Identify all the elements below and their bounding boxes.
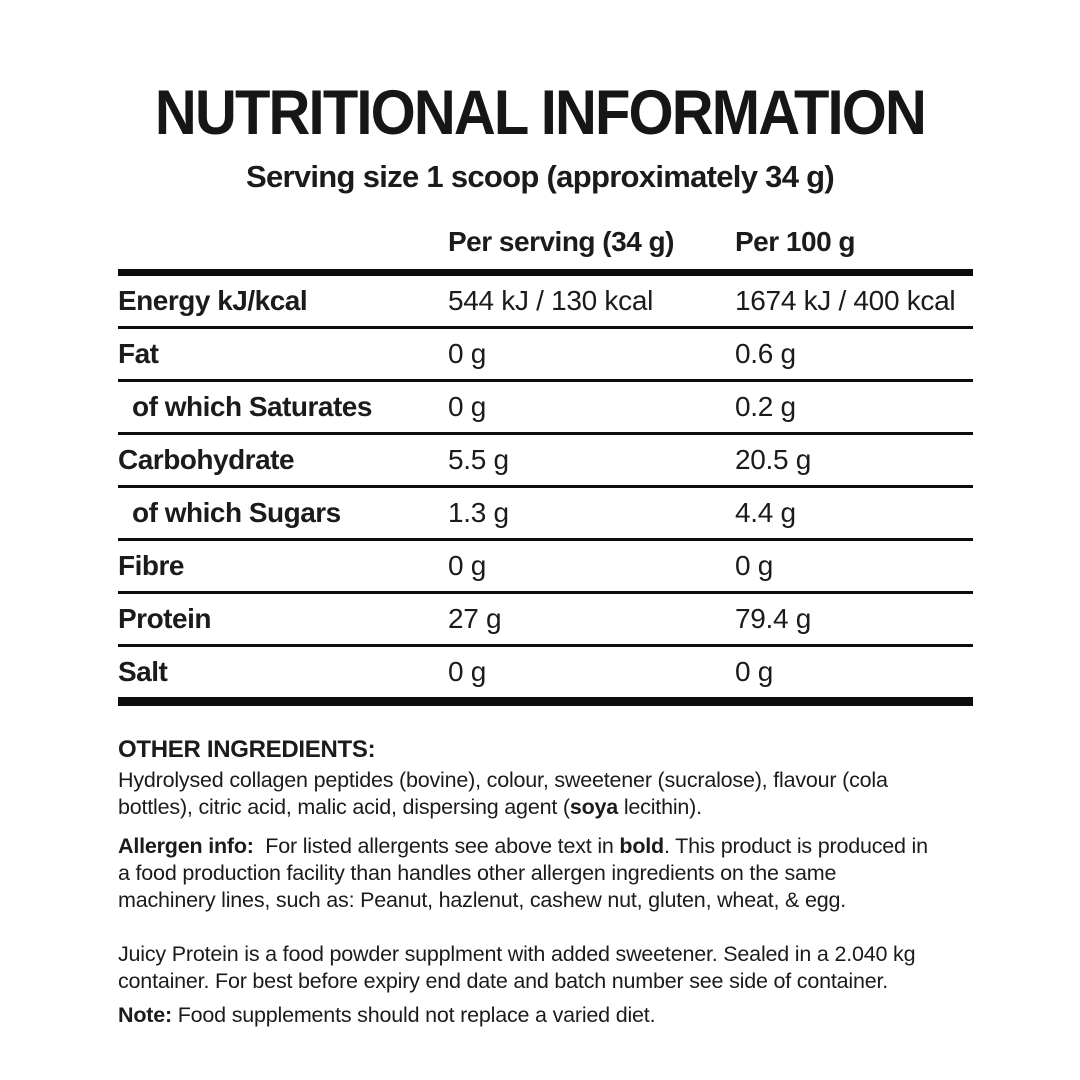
- product-info-text: Juicy Protein is a food powder supplment…: [118, 941, 1020, 995]
- ingredients-text-part2: lecithin).: [618, 795, 702, 819]
- allergen-info-label: Allergen info:: [118, 834, 254, 858]
- ingredients-text-part1: Hydrolysed collagen peptides (bovine), c…: [118, 768, 888, 819]
- col-header-per-serving: Per serving (34 g): [448, 226, 674, 257]
- serving-size-line: Serving size 1 scoop (approximately 34 g…: [245, 159, 835, 194]
- col-header-per-100g: Per 100 g: [735, 226, 856, 257]
- row-value-per-100g: 0.6 g: [735, 338, 796, 369]
- row-label: Energy kJ/kcal: [118, 285, 308, 316]
- other-ingredients-text: Hydrolysed collagen peptides (bovine), c…: [118, 767, 1020, 821]
- allergen-info-text: Allergen info: For listed allergents see…: [118, 833, 1020, 914]
- row-value-per-serving: 0 g: [448, 550, 487, 581]
- row-value-per-serving: 0 g: [448, 338, 487, 369]
- table-row-protein: Protein 27 g 79.4 g: [118, 594, 973, 647]
- table-header-row: Per serving (34 g) Per 100 g: [118, 226, 973, 276]
- row-value-per-100g: 4.4 g: [735, 497, 796, 528]
- row-label: of which Sugars: [132, 497, 341, 528]
- label-text-block: OTHER INGREDIENTS: Hydrolysed collagen p…: [118, 736, 1020, 1029]
- row-value-per-100g: 0 g: [735, 550, 774, 581]
- table-row-fat: Fat 0 g 0.6 g: [118, 329, 973, 382]
- allergen-text-part1: For listed allergents see above text in: [253, 834, 620, 858]
- row-value-per-serving: 0 g: [448, 656, 487, 687]
- product-info-body: Juicy Protein is a food powder supplment…: [118, 942, 916, 993]
- row-value-per-serving: 27 g: [448, 603, 502, 634]
- row-label: Fat: [118, 338, 159, 369]
- row-value-per-100g: 0.2 g: [735, 391, 796, 422]
- allergen-text-part2: . This product is produced in a food pro…: [118, 834, 928, 912]
- ingredients-bold-word: soya: [569, 795, 619, 819]
- row-value-per-100g: 1674 kJ / 400 kcal: [735, 285, 956, 316]
- row-value-per-100g: 79.4 g: [735, 603, 812, 634]
- row-label: Protein: [118, 603, 211, 634]
- row-value-per-serving: 0 g: [448, 391, 487, 422]
- nutrition-table: Per serving (34 g) Per 100 g Energy kJ/k…: [118, 226, 973, 706]
- row-value-per-100g: 20.5 g: [735, 444, 812, 475]
- row-label: Fibre: [118, 550, 184, 581]
- row-label: Salt: [118, 656, 168, 687]
- row-value-per-serving: 1.3 g: [448, 497, 509, 528]
- row-value-per-100g: 0 g: [735, 656, 774, 687]
- table-row-carbohydrate: Carbohydrate 5.5 g 20.5 g: [118, 435, 973, 488]
- note-text: Note: Food supplements should not replac…: [118, 1002, 1020, 1029]
- row-label: of which Saturates: [132, 391, 372, 422]
- table-row-fibre: Fibre 0 g 0 g: [118, 541, 973, 594]
- note-label: Note:: [118, 1003, 172, 1027]
- other-ingredients-heading: OTHER INGREDIENTS:: [118, 736, 376, 763]
- page-title: NUTRITIONAL INFORMATION: [154, 78, 927, 148]
- row-label: Carbohydrate: [118, 444, 295, 475]
- note-body: Food supplements should not replace a va…: [171, 1003, 656, 1027]
- table-row-sugars: of which Sugars 1.3 g 4.4 g: [118, 488, 973, 541]
- table-row-salt: Salt 0 g 0 g: [118, 647, 973, 706]
- row-value-per-serving: 5.5 g: [448, 444, 509, 475]
- table-row-energy: Energy kJ/kcal 544 kJ / 130 kcal 1674 kJ…: [118, 276, 973, 329]
- allergen-bold-word: bold: [619, 834, 664, 858]
- row-value-per-serving: 544 kJ / 130 kcal: [448, 285, 654, 316]
- table-row-saturates: of which Saturates 0 g 0.2 g: [118, 382, 973, 435]
